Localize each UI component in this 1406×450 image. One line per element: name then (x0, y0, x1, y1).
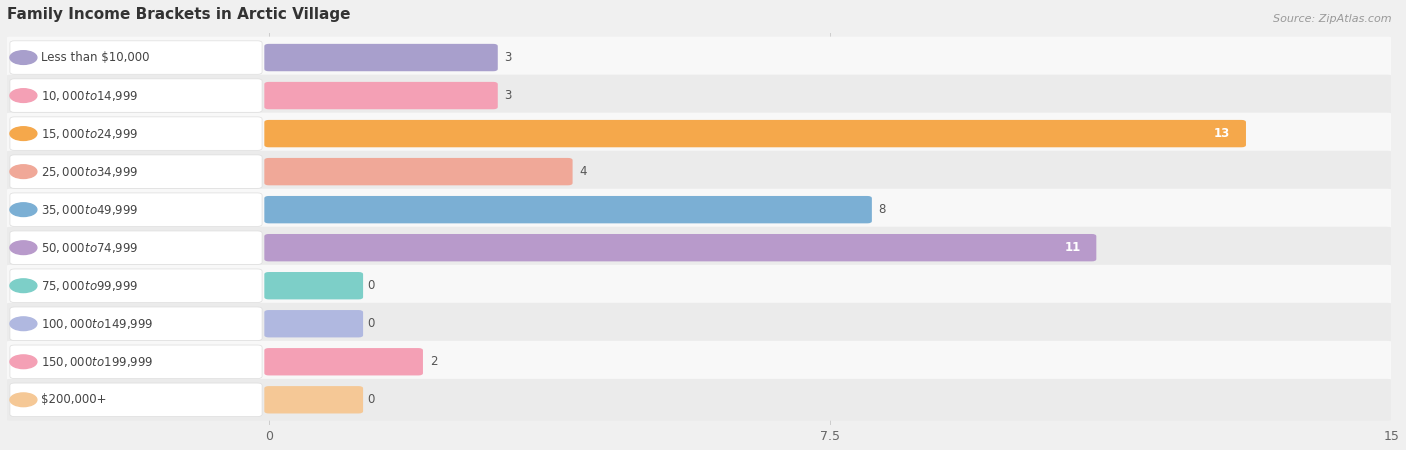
Text: 8: 8 (879, 203, 886, 216)
FancyBboxPatch shape (10, 345, 262, 378)
Text: 0: 0 (367, 279, 375, 292)
Text: Less than $10,000: Less than $10,000 (41, 51, 149, 64)
FancyBboxPatch shape (264, 158, 572, 185)
FancyBboxPatch shape (264, 310, 363, 338)
Circle shape (10, 355, 37, 369)
Text: $100,000 to $149,999: $100,000 to $149,999 (41, 317, 153, 331)
Circle shape (10, 279, 37, 292)
FancyBboxPatch shape (264, 234, 1097, 261)
FancyBboxPatch shape (10, 383, 262, 417)
FancyBboxPatch shape (10, 79, 262, 112)
Text: $75,000 to $99,999: $75,000 to $99,999 (41, 279, 138, 292)
FancyBboxPatch shape (264, 120, 1246, 147)
FancyBboxPatch shape (4, 36, 1393, 78)
Text: 3: 3 (505, 51, 512, 64)
FancyBboxPatch shape (4, 227, 1393, 269)
Text: Source: ZipAtlas.com: Source: ZipAtlas.com (1274, 14, 1392, 23)
FancyBboxPatch shape (10, 193, 262, 226)
FancyBboxPatch shape (10, 231, 262, 265)
FancyBboxPatch shape (4, 75, 1393, 117)
Text: 3: 3 (505, 89, 512, 102)
FancyBboxPatch shape (4, 265, 1393, 306)
FancyBboxPatch shape (4, 112, 1393, 154)
FancyBboxPatch shape (4, 151, 1393, 193)
Text: 2: 2 (430, 355, 437, 368)
Text: 0: 0 (367, 317, 375, 330)
Text: $200,000+: $200,000+ (41, 393, 105, 406)
Text: 0: 0 (367, 393, 375, 406)
Text: Family Income Brackets in Arctic Village: Family Income Brackets in Arctic Village (7, 7, 350, 22)
Text: $15,000 to $24,999: $15,000 to $24,999 (41, 126, 138, 140)
Text: 4: 4 (579, 165, 586, 178)
FancyBboxPatch shape (10, 117, 262, 150)
FancyBboxPatch shape (264, 272, 363, 299)
FancyBboxPatch shape (264, 348, 423, 375)
FancyBboxPatch shape (264, 44, 498, 71)
FancyBboxPatch shape (10, 41, 262, 74)
Text: $150,000 to $199,999: $150,000 to $199,999 (41, 355, 153, 369)
Text: $50,000 to $74,999: $50,000 to $74,999 (41, 241, 138, 255)
FancyBboxPatch shape (4, 303, 1393, 345)
FancyBboxPatch shape (264, 196, 872, 223)
FancyBboxPatch shape (4, 379, 1393, 421)
FancyBboxPatch shape (4, 189, 1393, 230)
Circle shape (10, 317, 37, 331)
FancyBboxPatch shape (264, 82, 498, 109)
Text: $35,000 to $49,999: $35,000 to $49,999 (41, 202, 138, 216)
FancyBboxPatch shape (10, 307, 262, 341)
FancyBboxPatch shape (264, 386, 363, 414)
Circle shape (10, 241, 37, 255)
Circle shape (10, 203, 37, 216)
Text: $25,000 to $34,999: $25,000 to $34,999 (41, 165, 138, 179)
Circle shape (10, 127, 37, 140)
Circle shape (10, 89, 37, 103)
FancyBboxPatch shape (4, 341, 1393, 382)
FancyBboxPatch shape (10, 155, 262, 189)
Text: 13: 13 (1213, 127, 1230, 140)
Text: 11: 11 (1064, 241, 1081, 254)
Circle shape (10, 393, 37, 407)
Circle shape (10, 165, 37, 179)
FancyBboxPatch shape (10, 269, 262, 302)
Circle shape (10, 51, 37, 64)
Text: $10,000 to $14,999: $10,000 to $14,999 (41, 89, 138, 103)
